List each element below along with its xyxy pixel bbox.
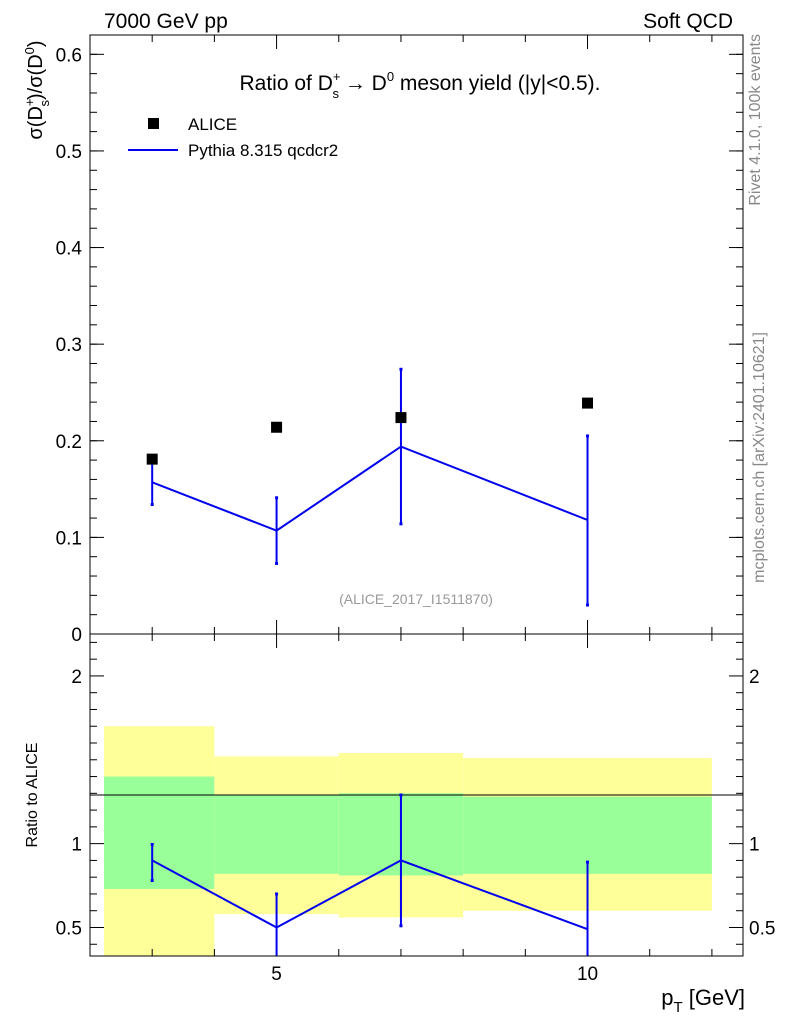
main-ytick-label: 0.5 <box>56 142 82 163</box>
ylabel-mid: )/σ(D <box>25 54 47 100</box>
xlabel-unit: [GeV] <box>689 985 745 1010</box>
header-category: Soft QCD <box>643 10 733 33</box>
ylabel-sub: s <box>37 100 52 107</box>
alice-data-point <box>395 412 407 424</box>
ratio-x-axis: 5 10 <box>89 634 713 985</box>
ratio-ytick-label: 0.5 <box>56 918 82 939</box>
title-d0-sup: 0 <box>387 69 394 84</box>
ratio-y-label: Ratio to ALICE <box>24 743 41 848</box>
main-ytick-label: 0.1 <box>56 528 82 549</box>
ratio-ytick-label: 2 <box>71 667 82 688</box>
legend-label-alice: ALICE <box>188 115 237 134</box>
legend-label-pythia: Pythia 8.315 qcdcr2 <box>188 141 338 160</box>
ratio-ytick-label-right: 2 <box>749 667 760 688</box>
legend: ALICE Pythia 8.315 qcdcr2 <box>128 115 338 160</box>
xlabel-main: p <box>661 985 673 1010</box>
alice-data-point <box>582 397 594 409</box>
ratio-xtick-label: 10 <box>577 964 598 985</box>
ratio-xtick-label: 5 <box>271 964 282 985</box>
xlabel-sub: T <box>673 999 682 1016</box>
ratio-panel: 0.5 0.5 1 1 2 2 5 10 Ratio to ALICE pT [GeV] <box>24 633 775 1016</box>
ylabel-sigma: σ(D <box>25 106 47 139</box>
analysis-watermark: (ALICE_2017_I1511870) <box>339 591 493 607</box>
side-rivet-info: Rivet 4.1.0, 100k events <box>747 34 764 206</box>
x-axis-label: pT [GeV] <box>661 985 745 1016</box>
ratio-mc-line <box>151 859 588 931</box>
alice-data-point <box>146 453 158 465</box>
ylabel-close: ) <box>25 40 47 47</box>
main-panel: 00.10.20.30.40.50.6 Ratio of D+ s → D0 me… <box>22 34 744 646</box>
main-ytick-label: 0 <box>71 625 82 646</box>
title-prefix: Ratio of D <box>240 72 333 95</box>
ylabel-sup: + <box>22 99 37 107</box>
main-ytick-label: 0.3 <box>56 335 82 356</box>
title-sup: + <box>333 69 341 84</box>
ratio-band-inner <box>214 795 339 874</box>
ratio-band-inner <box>104 776 215 889</box>
main-y-label: σ(D+s)/σ(D0) <box>22 40 52 139</box>
ratio-frame <box>89 633 744 957</box>
data-series <box>146 397 594 465</box>
ratio-mc-series <box>150 793 590 956</box>
title-arrow: → <box>345 72 366 95</box>
legend-marker-alice <box>148 118 159 129</box>
main-ytick-label: 0.6 <box>56 45 82 66</box>
main-x-axis <box>89 35 713 634</box>
header-energy: 7000 GeV pp <box>104 10 228 33</box>
title-d0: D <box>372 72 387 95</box>
mc-series <box>150 367 590 607</box>
mc-line <box>151 445 588 532</box>
ratio-ytick-label-right: 1 <box>749 835 760 856</box>
side-mcplots-info: mcplots.cern.ch [arXiv:2401.10621] <box>751 332 768 583</box>
ratio-bands <box>104 726 712 956</box>
ratio-ytick-label-right: 0.5 <box>749 918 775 939</box>
main-ytick-label: 0.4 <box>56 239 83 260</box>
plot-title: Ratio of D+ s → D0 meson yield (|y|<0.5). <box>240 69 601 101</box>
main-ytick-label: 0.2 <box>56 432 82 453</box>
ratio-ytick-label: 1 <box>71 835 82 856</box>
main-y-axis: 0 0.1 0.2 0.3 0.4 0.5 0.6 <box>56 34 743 646</box>
ratio-y-axis: 0.5 0.5 1 1 2 2 <box>56 641 775 945</box>
ylabel-sup2: 0 <box>22 47 37 54</box>
alice-data-point <box>271 421 283 433</box>
title-sub: s <box>332 86 339 101</box>
title-suffix: meson yield (|y|<0.5). <box>400 72 601 95</box>
